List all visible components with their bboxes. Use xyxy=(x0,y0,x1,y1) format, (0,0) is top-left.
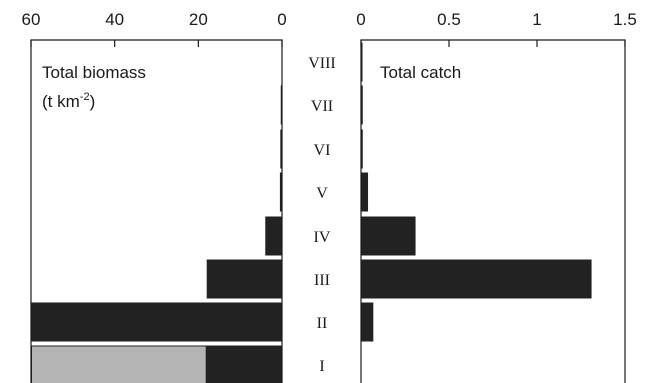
trophic-level-i: I xyxy=(319,358,324,375)
biomass-bar-v xyxy=(279,172,282,212)
catch-bar-iii xyxy=(361,259,592,299)
trophic-level-v: V xyxy=(316,185,328,202)
catch-title: Total catch xyxy=(380,63,461,82)
catch-bars xyxy=(361,42,592,342)
biomass-unit: (t km-2) xyxy=(42,91,95,111)
catch-bar-v xyxy=(361,172,369,212)
catch-tick-label: 1 xyxy=(532,10,541,29)
biomass-bar-vii xyxy=(280,85,282,125)
biomass-tick-label: 40 xyxy=(105,10,124,29)
catch-bar-viii xyxy=(361,42,363,82)
biomass-panel: 60 40 20 0 Total biomass (t km-2) xyxy=(22,10,287,383)
trophic-level-ii: II xyxy=(317,315,328,332)
biomass-tick-label: 20 xyxy=(189,10,208,29)
biomass-frame xyxy=(30,39,283,383)
biomass-tick-label: 60 xyxy=(22,10,41,29)
catch-tick-label: 0.5 xyxy=(437,10,461,29)
trophic-level-viii: VIII xyxy=(308,55,336,72)
biomass-bar-iii xyxy=(206,259,282,299)
catch-tick-label: 1.5 xyxy=(613,10,637,29)
catch-ticks: 0 0.5 1 1.5 xyxy=(356,10,637,47)
catch-bar-vi xyxy=(361,129,363,169)
trophic-level-vii: VII xyxy=(311,98,333,115)
biomass-bar-ii xyxy=(31,302,282,342)
biomass-title: Total biomass xyxy=(42,63,146,82)
biomass-bar-iv xyxy=(265,216,282,256)
biomass-bars xyxy=(31,85,282,383)
catch-frame xyxy=(360,39,626,383)
catch-tick-label: 0 xyxy=(356,10,365,29)
catch-bar-ii xyxy=(361,302,374,342)
trophic-level-iii: III xyxy=(314,272,330,289)
biomass-tick-label: 0 xyxy=(277,10,286,29)
catch-bar-vii xyxy=(361,85,363,125)
biomass-bar-grey-i xyxy=(31,345,207,383)
trophic-level-vi: VI xyxy=(314,142,331,159)
biomass-ticks: 60 40 20 0 xyxy=(22,10,287,47)
biomass-bar-vi xyxy=(280,129,282,169)
catch-bar-iv xyxy=(361,216,416,256)
catch-panel: 0 0.5 1 1.5 Total catch xyxy=(356,10,637,383)
trophic-level-iv: IV xyxy=(314,229,331,246)
